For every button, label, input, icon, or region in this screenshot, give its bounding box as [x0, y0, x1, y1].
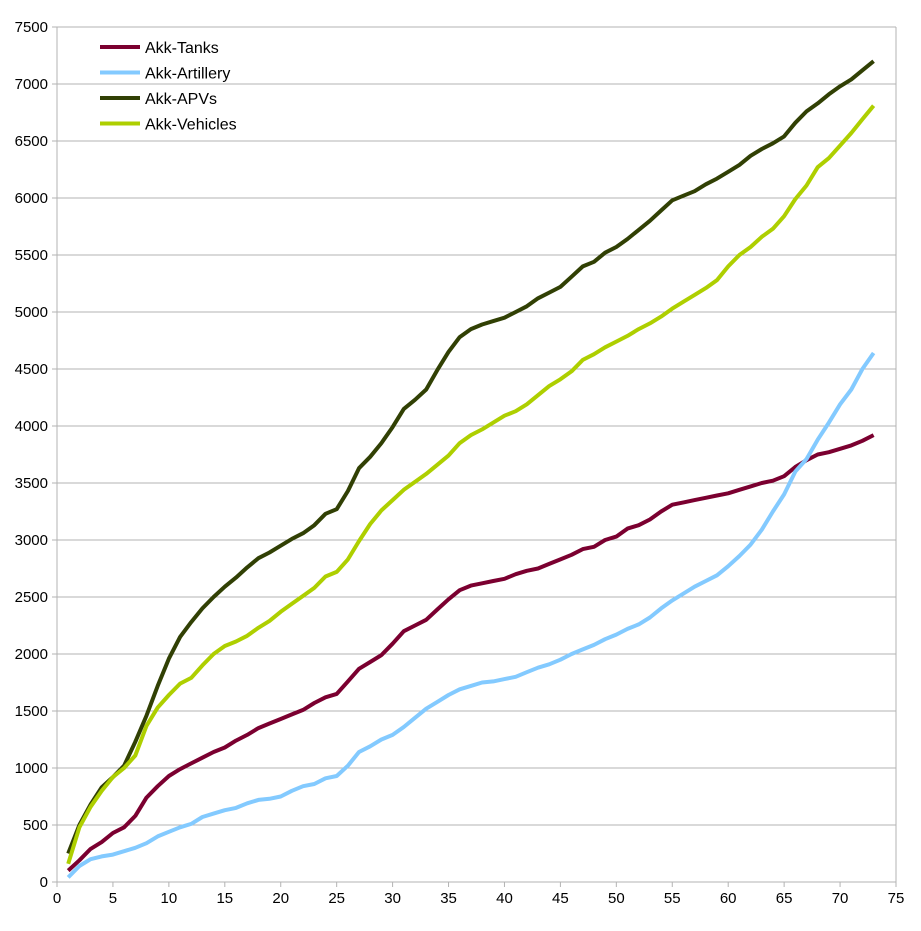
- legend-label: Akk-Vehicles: [145, 117, 237, 134]
- legend-label: Akk-APVs: [145, 91, 217, 108]
- x-tick-label: 65: [776, 890, 793, 907]
- series-lines: [66, 59, 876, 879]
- x-tick-label: 0: [53, 890, 61, 907]
- x-tick-label: 45: [552, 890, 569, 907]
- y-tick-label: 6500: [15, 133, 48, 150]
- y-tick-label: 1500: [15, 703, 48, 720]
- y-tick-label: 3500: [15, 475, 48, 492]
- y-tick-label: 4000: [15, 418, 48, 435]
- y-axis-tick-labels: 0 500 1000 1500 2000 2500 3000 3500 4000 4500 5000…: [15, 19, 48, 891]
- x-tick-label: 25: [328, 890, 345, 907]
- y-tick-label: 3000: [15, 532, 48, 549]
- y-tick-label: 2000: [15, 646, 48, 663]
- axes: [52, 26, 897, 887]
- legend-label: Akk-Artillery: [145, 66, 230, 83]
- x-tick-label: 30: [384, 890, 401, 907]
- x-tick-label: 20: [272, 890, 289, 907]
- legend: Akk-Tanks Akk-Artillery Akk-APVs Akk-Vehicl…: [100, 40, 237, 134]
- legend-label: Akk-Tanks: [145, 40, 219, 57]
- y-tick-label: 5500: [15, 247, 48, 264]
- x-tick-label: 10: [161, 890, 178, 907]
- y-tick-label: 7500: [15, 19, 48, 36]
- x-tick-label: 75: [888, 890, 905, 907]
- y-tick-label: 2500: [15, 589, 48, 606]
- y-tick-label: 1000: [15, 760, 48, 777]
- y-tick-label: 500: [23, 817, 48, 834]
- series-line-akk-apvs: [66, 59, 875, 855]
- y-tick-label: 5000: [15, 304, 48, 321]
- x-tick-label: 50: [608, 890, 625, 907]
- x-tick-label: 35: [440, 890, 457, 907]
- x-axis-tick-labels: 0 5 10 15 20 25 30 35 40 45 50 55 60 65 70 75: [53, 890, 905, 907]
- x-tick-label: 40: [496, 890, 513, 907]
- x-tick-label: 55: [664, 890, 681, 907]
- x-tick-label: 70: [832, 890, 849, 907]
- x-tick-label: 60: [720, 890, 737, 907]
- x-tick-label: 15: [216, 890, 233, 907]
- y-tick-label: 6000: [15, 190, 48, 207]
- series-line-akk-vehicles: [66, 104, 876, 865]
- y-tick-label: 0: [40, 874, 48, 891]
- horizontal-gridlines: [57, 26, 896, 883]
- y-tick-label: 7000: [15, 76, 48, 93]
- series-line-akk-artillery: [66, 351, 876, 879]
- series-line-akk-tanks: [66, 433, 875, 873]
- y-tick-label: 4500: [15, 361, 48, 378]
- x-tick-label: 5: [109, 890, 117, 907]
